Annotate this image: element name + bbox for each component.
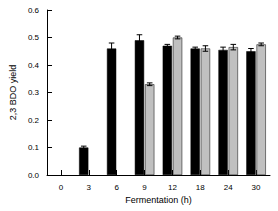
svg-text:0.3: 0.3	[28, 88, 40, 97]
svg-text:18: 18	[196, 183, 205, 192]
svg-text:2,3 BDO yield: 2,3 BDO yield	[8, 65, 18, 121]
svg-text:0.6: 0.6	[28, 6, 40, 15]
svg-text:3: 3	[87, 183, 92, 192]
svg-text:0.4: 0.4	[28, 61, 40, 70]
svg-text:0.0: 0.0	[28, 171, 40, 180]
svg-text:0: 0	[59, 183, 64, 192]
svg-text:Fermentation (h): Fermentation (h)	[125, 195, 192, 205]
svg-text:6: 6	[114, 183, 119, 192]
svg-text:12: 12	[168, 183, 177, 192]
svg-text:30: 30	[252, 183, 261, 192]
svg-text:24: 24	[224, 183, 233, 192]
svg-text:0.5: 0.5	[28, 33, 40, 42]
svg-text:0.1: 0.1	[28, 143, 40, 152]
svg-text:0.2: 0.2	[28, 116, 40, 125]
svg-text:9: 9	[142, 183, 147, 192]
